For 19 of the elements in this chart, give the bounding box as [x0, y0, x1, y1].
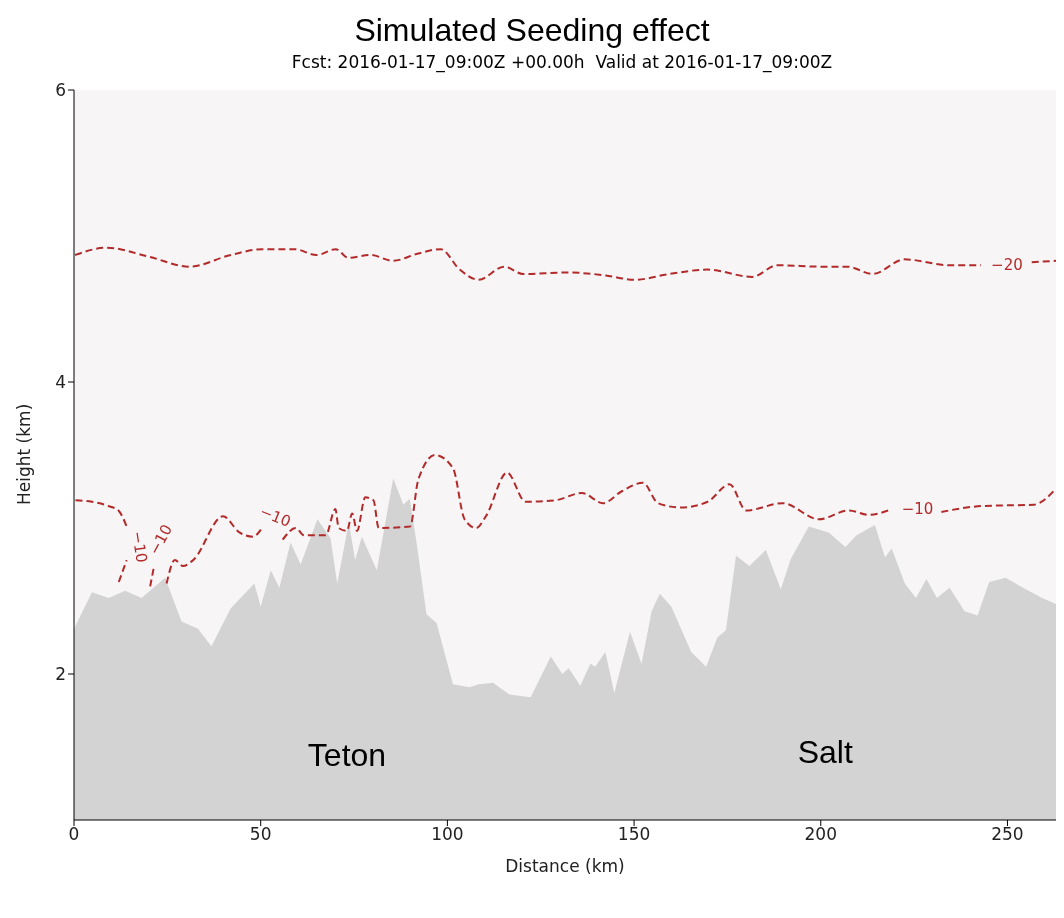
annotation: −20 — [990, 255, 1024, 274]
annotation: −10 — [900, 499, 935, 518]
x-axis-title: Distance (km) — [505, 856, 625, 876]
x-tick-label: 250 — [991, 824, 1024, 845]
y-tick-label: 2 — [55, 664, 66, 685]
chart-subtitle: Fcst: 2016-01-17_09:00Z +00.00h Valid at 2016-01-17_09:00Z — [290, 52, 834, 75]
chart-title: Simulated Seeding effect — [353, 11, 711, 50]
annotation: Teton — [307, 737, 387, 774]
y-tick-label: 6 — [55, 80, 66, 101]
annotation: Salt — [797, 734, 853, 771]
x-tick-label: 200 — [804, 824, 837, 845]
x-tick-label: 100 — [431, 824, 464, 845]
y-axis-title: Height (km) — [14, 403, 35, 505]
annotation: −10 — [128, 528, 151, 566]
annotation: −10 — [256, 502, 295, 531]
x-tick-label: 50 — [249, 824, 272, 845]
x-tick-label: 150 — [617, 824, 651, 845]
x-tick-label: 0 — [68, 824, 80, 845]
y-tick-label: 4 — [55, 372, 66, 393]
